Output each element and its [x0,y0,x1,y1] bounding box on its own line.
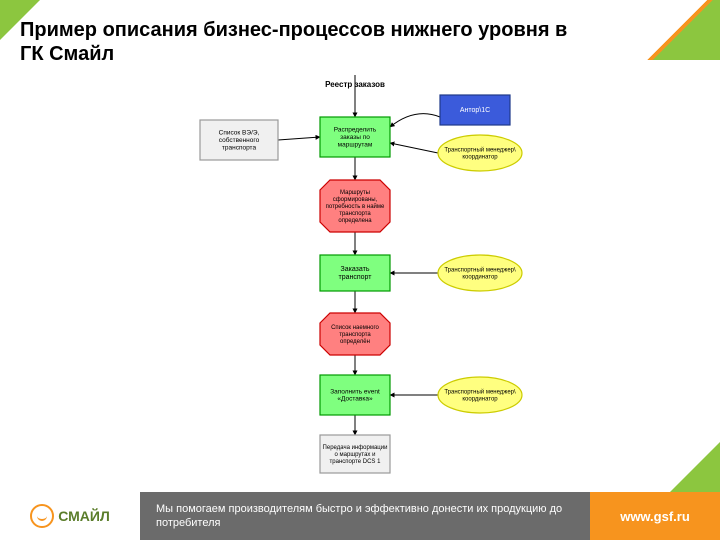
footer-tagline: Мы помогаем производителям быстро и эффе… [140,492,590,540]
svg-text:Заказатьтранспорт: Заказатьтранспорт [339,266,373,281]
footer-url: www.gsf.ru [590,492,720,540]
svg-text:Заполнить event«Доставка»: Заполнить event«Доставка» [330,388,380,402]
flowchart: Реестр заказов Антор\1С Список ВЭ/Э,собств… [130,75,590,475]
page-title: Пример описания бизнес-процессов нижнего… [20,18,580,66]
decor-corner-br [670,442,720,492]
footer-logo: СМАЙЛ [0,492,140,540]
svg-text:Список ВЭ/Э,собственноготрансп: Список ВЭ/Э,собственноготранспорта [219,130,260,152]
logo-text: СМАЙЛ [58,508,110,524]
svg-text:Реестр заказов: Реестр заказов [325,80,385,89]
footer: СМАЙЛ Мы помогаем производителям быстро … [0,492,720,540]
decor-corner-tr [640,0,720,60]
svg-text:Антор\1С: Антор\1С [460,107,490,114]
smile-icon [30,504,54,528]
